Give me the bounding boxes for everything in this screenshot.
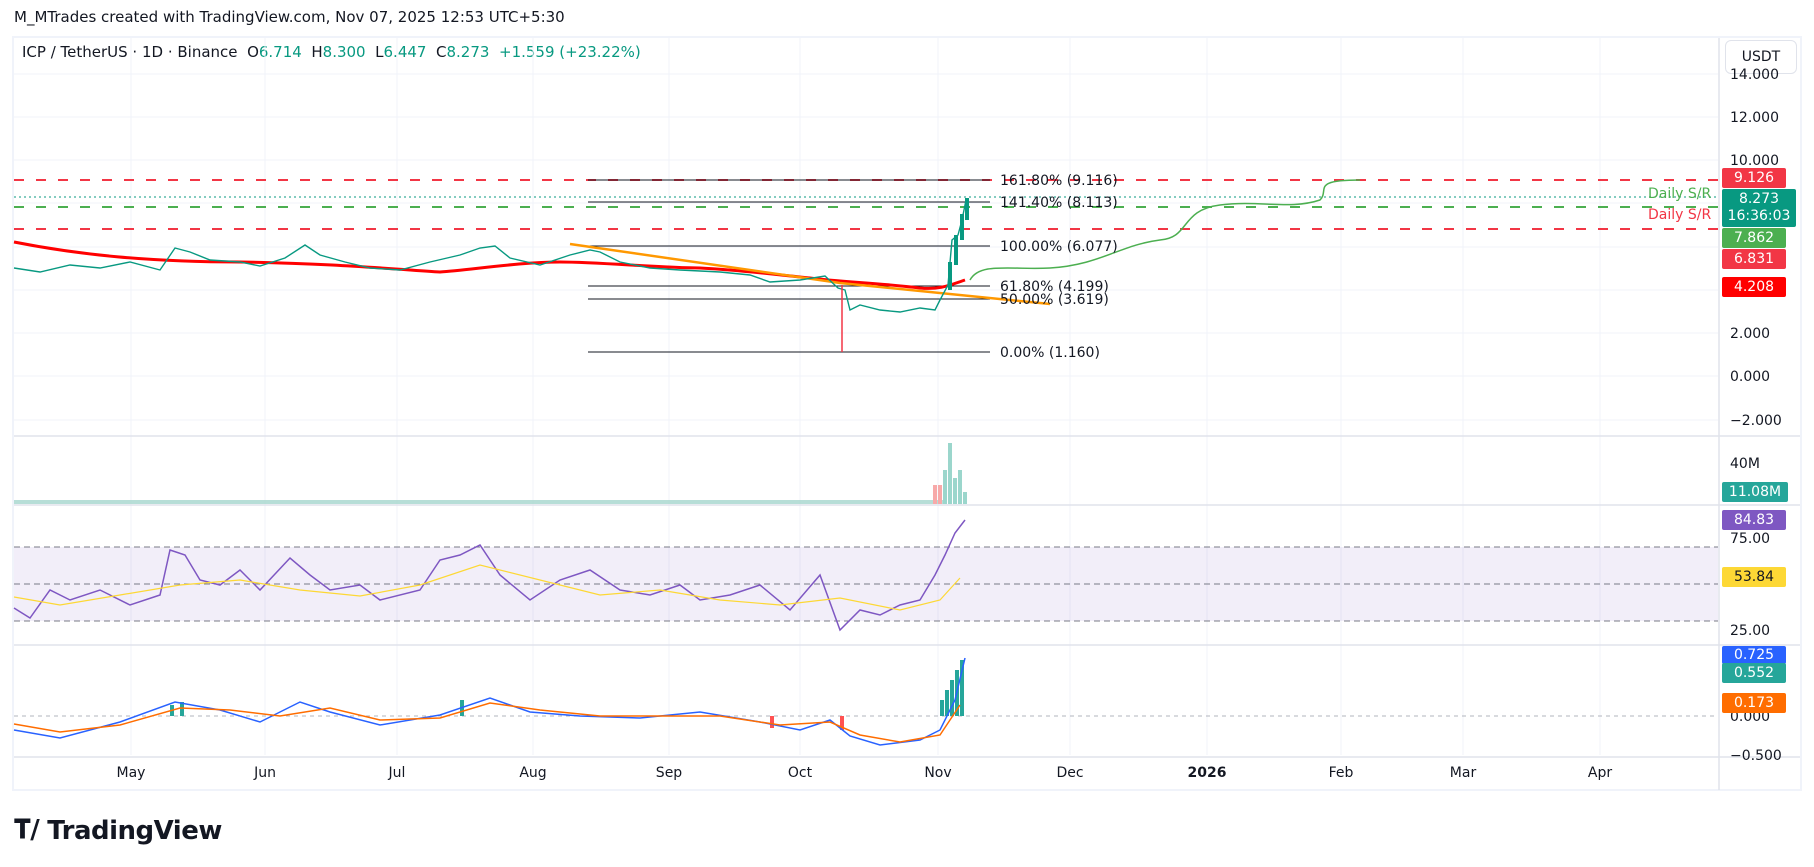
volume-bars — [14, 443, 967, 504]
rsi-axis: 75.00 25.00 — [1730, 531, 1770, 639]
volume-tag: 11.08M — [1722, 482, 1788, 502]
svg-text:141.40% (8.113): 141.40% (8.113) — [1000, 195, 1118, 211]
symbol-legend: ICP / TetherUS · 1D · Binance O6.714 H8.… — [22, 43, 641, 61]
brand-name: TradingView — [47, 815, 222, 846]
macd-histogram — [170, 660, 964, 730]
macd-axis: 0.000 −0.500 — [1730, 709, 1782, 764]
svg-text:14.000: 14.000 — [1730, 67, 1779, 83]
sr-label-green: Daily S/R — [1648, 186, 1712, 202]
svg-text:50.00% (3.619): 50.00% (3.619) — [1000, 292, 1109, 308]
volume-axis-tick: 40M — [1730, 456, 1760, 472]
sr-label-red: Daily S/R — [1648, 207, 1712, 223]
rsi-ma-tag: 53.84 — [1722, 567, 1786, 587]
svg-text:161.80% (9.116): 161.80% (9.116) — [1000, 173, 1118, 189]
change-value: +1.559 (+23.22%) — [499, 43, 641, 61]
tradingview-logo[interactable]: 𝐓∕ TradingView — [14, 815, 222, 846]
currency-button[interactable]: USDT — [1725, 40, 1797, 74]
close-value: 8.273 — [446, 43, 490, 61]
svg-text:75.00: 75.00 — [1730, 531, 1770, 547]
countdown: 16:36:03 — [1727, 208, 1791, 224]
chart-credit: M_MTrades created with TradingView.com, … — [14, 8, 565, 26]
rsi-tag: 84.83 — [1722, 510, 1786, 530]
price-tag-support-red: 6.831 — [1722, 249, 1786, 269]
open-value: 6.714 — [258, 43, 302, 61]
macd-hist-tag: 0.552 — [1722, 663, 1786, 683]
macd-line — [13, 657, 966, 746]
svg-text:61.80% (4.199): 61.80% (4.199) — [1000, 279, 1109, 295]
svg-text:25.00: 25.00 — [1730, 623, 1770, 639]
grid — [14, 38, 1718, 755]
breakout-candles — [948, 198, 969, 290]
fib-labels: 161.80% (9.116) 141.40% (8.113) 100.00% … — [1000, 173, 1118, 361]
pane-separators — [14, 38, 1800, 790]
rsi-line — [13, 519, 966, 632]
price-tag-last: 8.273 16:36:03 — [1722, 189, 1796, 227]
macd-signal-tag: 0.173 — [1722, 693, 1786, 713]
trendline-orange[interactable] — [569, 242, 1051, 306]
svg-text:0.00% (1.160): 0.00% (1.160) — [1000, 345, 1100, 361]
svg-text:0.000: 0.000 — [1730, 369, 1770, 385]
symbol-title[interactable]: ICP / TetherUS · 1D · Binance — [22, 43, 238, 61]
high-value: 8.300 — [322, 43, 366, 61]
price-tag-resistance: 9.126 — [1722, 168, 1786, 188]
svg-text:10.000: 10.000 — [1730, 153, 1779, 169]
chart-frame — [12, 36, 1802, 791]
svg-text:−2.000: −2.000 — [1730, 413, 1782, 429]
svg-text:12.000: 12.000 — [1730, 110, 1779, 126]
svg-text:−0.500: −0.500 — [1730, 748, 1782, 764]
fibonacci-levels[interactable] — [588, 179, 990, 353]
price-series — [13, 199, 967, 313]
macd-tag: 0.725 — [1722, 646, 1786, 664]
svg-text:2.000: 2.000 — [1730, 326, 1770, 342]
rsi-levels — [14, 546, 1718, 622]
low-value: 6.447 — [383, 43, 427, 61]
tradingview-logo-icon: 𝐓∕ — [14, 815, 40, 845]
price-axis[interactable]: 14.000 12.000 10.000 2.000 0.000 −2.000 — [1730, 67, 1782, 429]
macd-signal-line — [13, 702, 961, 743]
svg-text:100.00% (6.077): 100.00% (6.077) — [1000, 239, 1118, 255]
svg-text:0.000: 0.000 — [1730, 709, 1770, 725]
projection-path — [969, 179, 1361, 281]
rsi-ma-line — [13, 564, 961, 611]
price-tag-support-green: 7.862 — [1722, 228, 1786, 248]
price-tag-ema: 4.208 — [1722, 277, 1786, 297]
